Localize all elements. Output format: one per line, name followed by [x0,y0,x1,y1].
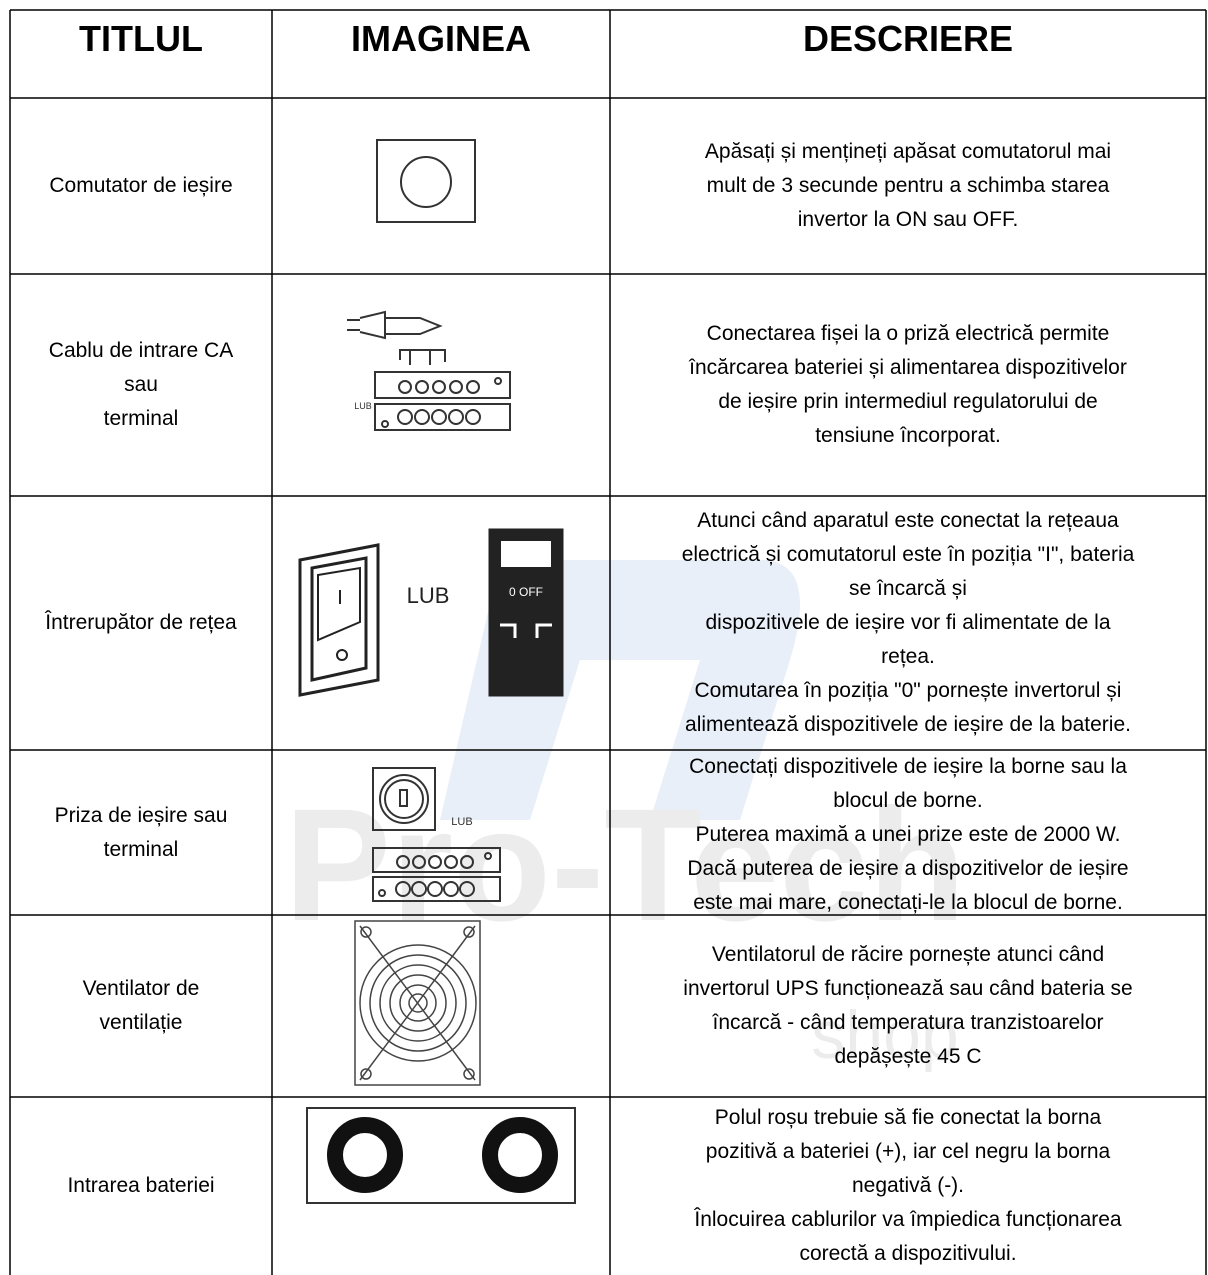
row-title: Priza de ieșire sau [54,803,228,827]
row-description: invertor la ON sau OFF. [797,208,1019,231]
row-description: dispozitivele de ieșire vor fi alimentat… [705,611,1111,634]
row-description: invertorul UPS funcționează sau când bat… [683,977,1133,1000]
header-cell: TITLUL [79,18,203,59]
row-description: Puterea maximă a unei prize este de 2000… [695,823,1121,846]
image-label: LUB [451,816,472,828]
row-title: sau [124,373,158,396]
row-title: Ventilator de [82,977,200,1000]
row-description: blocul de borne. [833,789,983,812]
row-title: terminal [103,407,179,430]
row-description: tensiune încorporat. [815,424,1001,447]
battery-terminals-icon [306,1107,576,1204]
image-label: LUB [354,401,372,411]
row-title: Intrarea bateriei [67,1174,215,1197]
row-title: Întrerupător de rețea [45,611,237,634]
row-title: ventilație [99,1011,183,1034]
row-title: Comutator de ieșire [49,174,233,197]
row-description: depășește 45 C [834,1045,982,1068]
header-cell: IMAGINEA [351,18,531,59]
row-description: negativă (-). [851,1174,965,1197]
image-label: LUB [407,583,450,608]
grid [9,9,1207,1275]
row-title: Cablu de intrare CA [48,339,234,362]
row-description: electrică și comutatorul este în poziția… [681,543,1135,566]
row-description: este mai mare, conectați-le la blocul de… [693,891,1123,914]
row-description: de ieșire prin intermediul regulatorului… [718,390,1098,413]
row-description: Conectați dispozitivele de ieșire la bor… [689,755,1127,778]
row-description: pozitivă a bateriei (+), iar cel negru l… [705,1140,1111,1163]
fan-icon [354,920,481,1086]
row-description: Ventilatorul de răcire pornește atunci c… [711,943,1105,966]
mains-switch-icon [298,528,564,697]
row-description: Atunci când aparatul este conectat la re… [697,509,1119,532]
plug-terminal-icon [347,310,511,431]
row-description: se încarcă și [849,577,967,600]
row-description: Polul roșu trebuie să fie conectat la bo… [714,1106,1102,1129]
row-description: Dacă puterea de ieșire a dispozitivelor … [687,857,1129,880]
row-description: Înlocuirea cablurilor va împiedica funcț… [694,1208,1122,1231]
row-description: alimentează dispozitivele de ieșire de l… [685,713,1131,736]
row-description: Apăsați și mențineți apăsat comutatorul … [704,140,1112,163]
row-description: rețea. [881,645,935,668]
row-title: terminal [103,837,179,861]
image-label: 0 OFF [509,585,543,599]
watermark-text: shop [811,997,958,1073]
header-cell: DESCRIERE [802,18,1014,59]
row-description: încărcarea bateriei și alimentarea dispo… [689,356,1127,379]
switch-icon [376,139,476,223]
row-description: Comutarea în poziția "0" pornește invert… [694,679,1122,702]
socket-terminal-icon [372,767,501,902]
row-description: corectă a dispozitivului. [799,1242,1017,1265]
row-description: Conectarea fișei la o priză electrică pe… [706,322,1110,345]
row-description: mult de 3 secunde pentru a schimba stare… [706,174,1110,197]
row-description: încarcă - când temperatura tranzistoarel… [712,1011,1104,1034]
